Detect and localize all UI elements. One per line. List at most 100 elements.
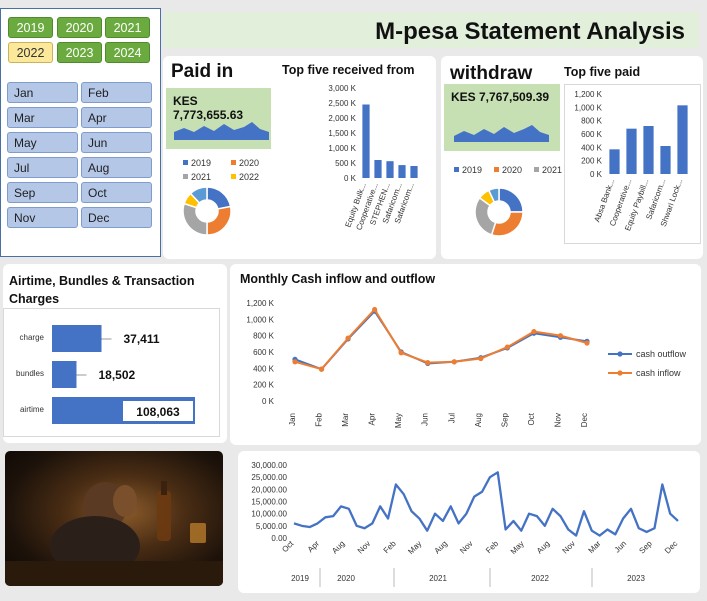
series-line bbox=[294, 309, 588, 371]
category-label: airtime bbox=[20, 405, 45, 414]
month-tick-label: May bbox=[406, 539, 423, 556]
photo-illustration bbox=[5, 481, 223, 586]
y-tick-label: 200 K bbox=[581, 157, 603, 166]
x-tick-label: Apr bbox=[368, 413, 377, 426]
y-tick-label: 0.00 bbox=[271, 534, 287, 543]
data-point bbox=[425, 360, 431, 366]
x-tick-label: Jul bbox=[447, 413, 456, 423]
top-paid-heading: Top five paid bbox=[564, 65, 641, 79]
y-tick-label: 20,000.00 bbox=[251, 485, 287, 494]
withdraw-heading: withdraw bbox=[450, 63, 533, 84]
bar bbox=[386, 161, 394, 178]
legend-swatch-2021 bbox=[183, 174, 188, 179]
timeline-line-chart: 30,000.00 25,000.00 20,000.00 15,000.00 10,0… bbox=[251, 461, 679, 587]
withdraw-amount: KES 7,767,509.39 bbox=[451, 90, 550, 104]
bar bbox=[660, 146, 671, 174]
x-tick-label: Feb bbox=[315, 412, 324, 426]
x-tick-label: Mar bbox=[341, 413, 350, 427]
legend-label-2021: 2021 bbox=[542, 166, 562, 175]
month-tick-label: Aug bbox=[330, 539, 346, 555]
bar bbox=[643, 126, 654, 174]
legend-swatch-2022 bbox=[231, 174, 236, 179]
year-button-2023[interactable]: 2023 bbox=[57, 42, 102, 63]
paid-in-sparkline bbox=[174, 122, 269, 140]
x-tick-label: Jan bbox=[288, 413, 297, 426]
withdraw-panel: withdraw Top five paid KES 7,767,509.39 … bbox=[441, 56, 703, 259]
page-title: M-pesa Statement Analysis bbox=[375, 18, 685, 45]
data-label: 108,063 bbox=[136, 405, 180, 419]
bar bbox=[626, 128, 637, 174]
donut-slice bbox=[498, 187, 524, 213]
year-tick-label: 2023 bbox=[627, 574, 645, 583]
y-tick-label: 5,000.00 bbox=[256, 522, 288, 531]
year-button-2021[interactable]: 2021 bbox=[105, 17, 150, 38]
legend-label-2020: 2020 bbox=[502, 166, 522, 175]
month-button-oct[interactable]: Oct bbox=[81, 182, 152, 203]
month-button-jun[interactable]: Jun bbox=[81, 132, 152, 153]
y-tick-label: 2,500 K bbox=[328, 99, 356, 108]
withdraw-sparkline bbox=[454, 125, 549, 142]
bar bbox=[410, 166, 418, 178]
month-button-nov[interactable]: Nov bbox=[7, 207, 78, 228]
data-point bbox=[345, 335, 351, 341]
y-tick-label: 0 K bbox=[344, 174, 357, 183]
y-tick-label: 25,000.00 bbox=[251, 473, 287, 482]
donut-slice bbox=[206, 205, 232, 236]
month-button-dec[interactable]: Dec bbox=[81, 207, 152, 228]
data-point bbox=[318, 366, 325, 372]
legend-label-2021: 2021 bbox=[191, 172, 211, 182]
y-tick-label: 1,200 K bbox=[246, 299, 274, 308]
year-button-2022[interactable]: 2022 bbox=[8, 42, 53, 63]
y-tick-label: 600 K bbox=[581, 130, 603, 139]
year-tick-label: 2022 bbox=[531, 574, 549, 583]
y-tick-label: 400 K bbox=[253, 364, 275, 373]
y-tick-label: 3,000 K bbox=[328, 84, 356, 93]
month-button-may[interactable]: May bbox=[7, 132, 78, 153]
month-tick-label: Aug bbox=[433, 539, 449, 555]
month-button-sep[interactable]: Sep bbox=[7, 182, 78, 203]
legend-label: cash inflow bbox=[636, 368, 681, 378]
year-button-2024[interactable]: 2024 bbox=[105, 42, 150, 63]
series-line bbox=[294, 307, 588, 371]
donut-slice bbox=[206, 186, 232, 210]
x-tick-label: Aug bbox=[474, 413, 483, 427]
y-tick-label: 400 K bbox=[581, 143, 603, 152]
legend-label: cash outflow bbox=[636, 349, 687, 359]
legend-marker bbox=[617, 351, 623, 357]
x-tick-label: Sep bbox=[500, 412, 509, 427]
month-button-aug[interactable]: Aug bbox=[81, 157, 152, 178]
y-tick-label: 600 K bbox=[253, 348, 275, 357]
data-point bbox=[504, 344, 510, 350]
bar bbox=[362, 104, 370, 178]
month-button-jan[interactable]: Jan bbox=[7, 82, 78, 103]
month-tick-label: May bbox=[509, 539, 526, 556]
month-button-feb[interactable]: Feb bbox=[81, 82, 152, 103]
legend-label-2019: 2019 bbox=[462, 166, 482, 175]
paid-in-amount: KES 7,773,655.63 bbox=[173, 94, 244, 122]
year-button-2020[interactable]: 2020 bbox=[57, 17, 102, 38]
y-tick-label: 0 K bbox=[262, 397, 275, 406]
y-tick-label: 200 K bbox=[253, 381, 275, 390]
y-tick-label: 15,000.00 bbox=[251, 498, 287, 507]
legend-label-2020: 2020 bbox=[239, 159, 259, 168]
data-point bbox=[531, 328, 537, 335]
data-point bbox=[451, 359, 457, 365]
timeline-panel: 30,000.00 25,000.00 20,000.00 15,000.00 10,0… bbox=[238, 451, 700, 593]
donut-slice bbox=[490, 211, 524, 237]
y-tick-label: 800 K bbox=[253, 332, 275, 341]
x-tick-label: Nov bbox=[553, 413, 562, 427]
category-label: bundles bbox=[16, 369, 44, 378]
paid-in-panel: Paid in Top five received from KES 7,773… bbox=[163, 56, 436, 259]
data-point bbox=[584, 340, 590, 346]
month-tick-label: Nov bbox=[561, 539, 577, 555]
y-tick-label: 800 K bbox=[581, 117, 603, 126]
year-button-2019[interactable]: 2019 bbox=[8, 17, 53, 38]
withdraw-donut-chart: 2019 2020 2021 bbox=[454, 166, 562, 237]
donut-slice bbox=[189, 186, 208, 205]
y-tick-label: 10,000.00 bbox=[251, 510, 287, 519]
month-button-apr[interactable]: Apr bbox=[81, 107, 152, 128]
month-button-mar[interactable]: Mar bbox=[7, 107, 78, 128]
chart-frame bbox=[3, 308, 220, 437]
month-button-jul[interactable]: Jul bbox=[7, 157, 78, 178]
